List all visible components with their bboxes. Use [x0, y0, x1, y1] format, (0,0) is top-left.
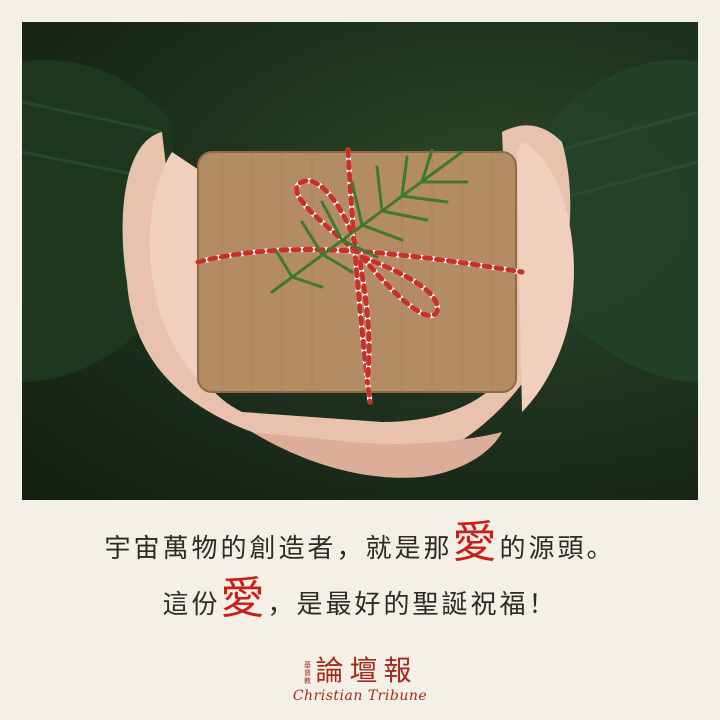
caption-line-1-after: 的源頭。 [499, 534, 616, 564]
christian-tribune-logo: 基督教 論壇報 Christian Tribune [0, 656, 720, 705]
logo-english-name: Christian Tribune [292, 688, 428, 704]
logo-small-text: 基督教 [303, 660, 311, 685]
love-highlight-2: 愛 [220, 573, 268, 624]
logo-chinese-name: 論壇報 [315, 654, 418, 687]
logo-chinese: 基督教 論壇報 [0, 656, 720, 686]
caption-line-1-before: 宇宙萬物的創造者，就是那 [104, 534, 453, 564]
gift-photo [22, 22, 698, 500]
caption-line-1: 宇宙萬物的創造者，就是那愛的源頭。 [0, 521, 720, 565]
caption-line-2: 這份愛，是最好的聖誕祝福！ [0, 577, 720, 621]
caption-line-2-before: 這份 [162, 590, 221, 620]
gift-box-icon [22, 60, 698, 478]
love-highlight-1: 愛 [452, 517, 500, 568]
caption-line-2-after: ，是最好的聖誕祝福！ [267, 590, 558, 620]
